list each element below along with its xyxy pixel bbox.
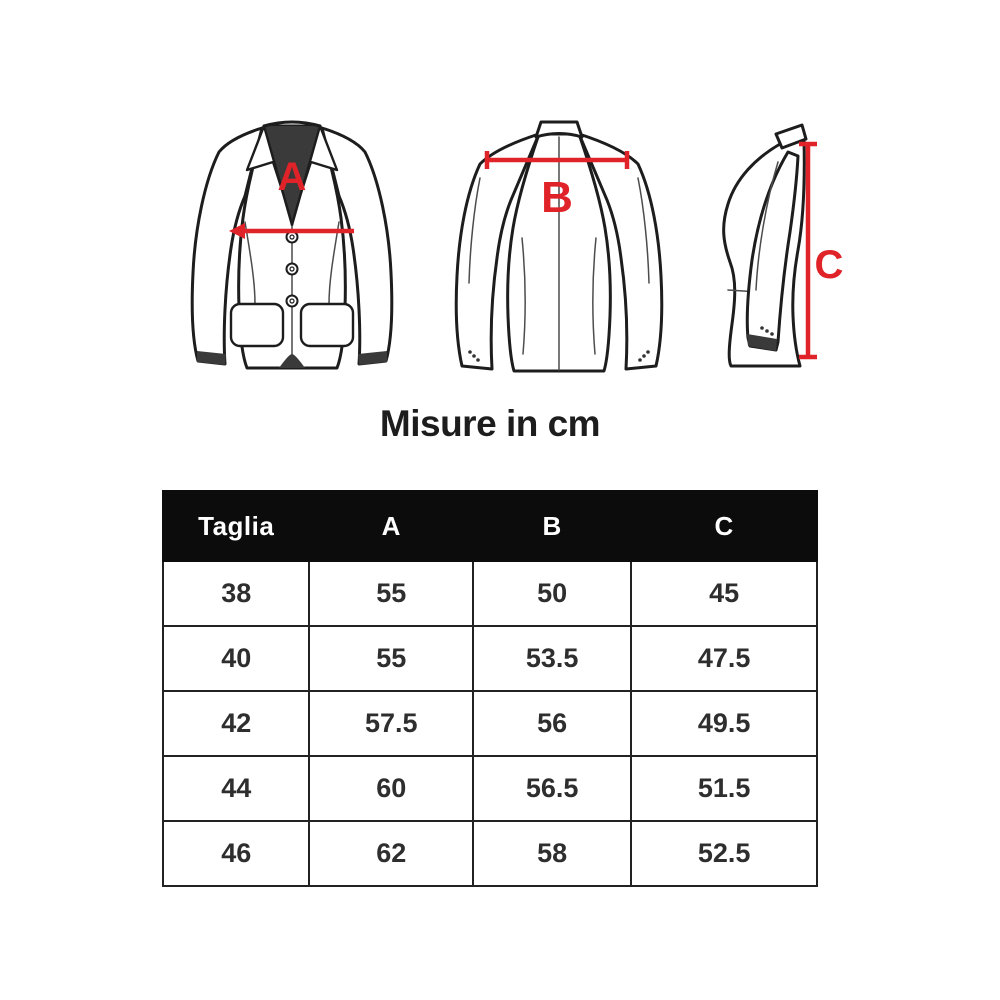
front-left-pocket <box>229 302 285 348</box>
page-title: Misure in cm <box>379 403 601 444</box>
measure-arrow-C <box>799 141 817 360</box>
measure-cell: 60 <box>308 755 474 822</box>
header-cell-b: B <box>471 490 633 562</box>
header-cell-c: C <box>630 490 818 562</box>
size-cell: 42 <box>161 690 311 757</box>
measure-cell: 57.5 <box>308 690 474 757</box>
jacket-back-drawing: B <box>454 120 664 373</box>
side-collar <box>774 123 808 150</box>
measure-arrow-A <box>229 223 354 239</box>
measure-cell: 51.5 <box>630 755 818 822</box>
measure-cell: 56.5 <box>471 755 633 822</box>
header-cell-a: A <box>308 490 474 562</box>
measure-cell: 52.5 <box>630 820 818 887</box>
measure-cell: 50 <box>471 560 633 627</box>
size-cell: 38 <box>161 560 311 627</box>
front-right-pocket <box>299 302 355 348</box>
table-row: 42 57.5 56 49.5 <box>161 690 818 757</box>
back-collar <box>534 120 584 139</box>
table-row: 44 60 56.5 51.5 <box>161 755 818 822</box>
measure-label-c: C <box>815 243 844 287</box>
measure-cell: 45 <box>630 560 818 627</box>
size-cell: 40 <box>161 625 311 692</box>
side-cuff <box>747 334 777 351</box>
measure-cell: 55 <box>308 625 474 692</box>
header-cell-taglia: Taglia <box>161 490 311 562</box>
front-right-cuff <box>358 351 387 365</box>
measure-cell: 53.5 <box>471 625 633 692</box>
measure-cell: 58 <box>471 820 633 887</box>
size-cell: 46 <box>161 820 311 887</box>
front-hem-notch <box>279 354 305 368</box>
side-cuff-buttons <box>760 326 774 336</box>
measure-cell: 55 <box>308 560 474 627</box>
table-header-row: Taglia A B C <box>161 490 818 562</box>
measure-label-a: A <box>278 155 307 199</box>
measure-label-b: B <box>541 173 573 222</box>
front-left-cuff <box>197 351 226 365</box>
measure-cell: 49.5 <box>630 690 818 757</box>
measure-cell: 56 <box>471 690 633 757</box>
measure-arrow-B <box>484 151 630 169</box>
front-buttons <box>285 230 299 308</box>
table-row: 46 62 58 52.5 <box>161 820 818 887</box>
measure-cell: 47.5 <box>630 625 818 692</box>
table-row: 40 55 53.5 47.5 <box>161 625 818 692</box>
jacket-front-drawing: A <box>190 120 394 370</box>
size-table: Taglia A B C 38 55 50 45 40 55 53.5 47.5… <box>161 490 818 887</box>
jacket-side-drawing: C <box>722 123 844 368</box>
size-cell: 44 <box>161 755 311 822</box>
front-inner-shirt <box>264 126 320 226</box>
table-row: 38 55 50 45 <box>161 560 818 627</box>
back-cuff-buttons <box>468 350 650 362</box>
measure-cell: 62 <box>308 820 474 887</box>
